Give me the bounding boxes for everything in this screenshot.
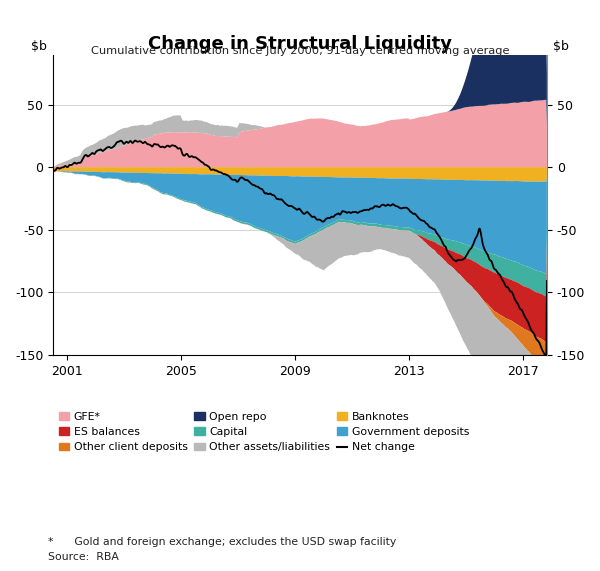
Text: $b: $b bbox=[553, 40, 569, 53]
Text: Cumulative contribution since July 2000, 91-day centred moving average: Cumulative contribution since July 2000,… bbox=[91, 46, 509, 57]
Text: Source:  RBA: Source: RBA bbox=[48, 552, 119, 562]
Legend: GFE*, ES balances, Other client deposits, Open repo, Capital, Other assets/liabi: GFE*, ES balances, Other client deposits… bbox=[59, 412, 469, 452]
Text: $b: $b bbox=[31, 40, 47, 53]
Title: Change in Structural Liquidity: Change in Structural Liquidity bbox=[148, 35, 452, 53]
Text: *      Gold and foreign exchange; excludes the USD swap facility: * Gold and foreign exchange; excludes th… bbox=[48, 537, 396, 548]
